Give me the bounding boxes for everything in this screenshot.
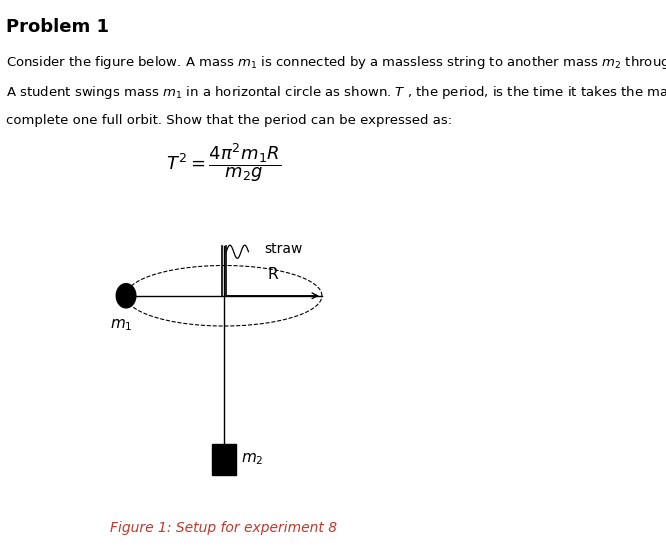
Text: Consider the figure below. A mass $m_1$ is connected by a massless string to ano: Consider the figure below. A mass $m_1$ … <box>6 54 666 71</box>
Text: Figure 1: Setup for experiment 8: Figure 1: Setup for experiment 8 <box>111 521 338 535</box>
Text: $T^2 = \dfrac{4\pi^2 m_1 R}{m_2 g}$: $T^2 = \dfrac{4\pi^2 m_1 R}{m_2 g}$ <box>166 142 282 185</box>
Circle shape <box>117 284 136 308</box>
Text: complete one full orbit. Show that the period can be expressed as:: complete one full orbit. Show that the p… <box>6 114 452 127</box>
Text: Problem 1: Problem 1 <box>6 18 109 36</box>
Text: R: R <box>268 267 278 282</box>
Text: $m_1$: $m_1$ <box>111 318 133 333</box>
Text: $m_2$: $m_2$ <box>240 452 263 467</box>
FancyBboxPatch shape <box>212 444 236 474</box>
Text: straw: straw <box>264 242 302 256</box>
Text: A student swings mass $m_1$ in a horizontal circle as shown. $T$ , the period, i: A student swings mass $m_1$ in a horizon… <box>6 84 666 101</box>
